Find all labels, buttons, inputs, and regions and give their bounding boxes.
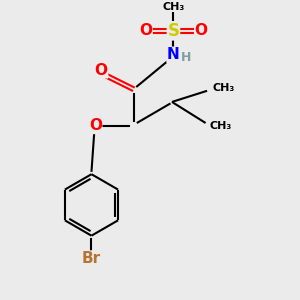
Text: H: H <box>181 51 191 64</box>
Text: N: N <box>167 47 180 62</box>
Text: O: O <box>139 23 152 38</box>
Text: O: O <box>195 23 208 38</box>
Text: O: O <box>94 63 108 78</box>
Text: CH₃: CH₃ <box>212 83 235 93</box>
Text: S: S <box>167 22 179 40</box>
Text: Br: Br <box>82 251 101 266</box>
Text: CH₃: CH₃ <box>209 121 232 131</box>
Text: O: O <box>89 118 102 134</box>
Text: CH₃: CH₃ <box>162 2 184 11</box>
